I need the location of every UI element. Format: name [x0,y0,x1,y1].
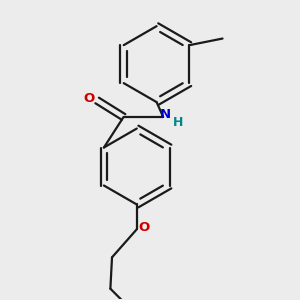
Text: N: N [159,108,170,121]
Text: H: H [173,116,183,129]
Text: O: O [83,92,94,105]
Text: O: O [138,221,150,234]
